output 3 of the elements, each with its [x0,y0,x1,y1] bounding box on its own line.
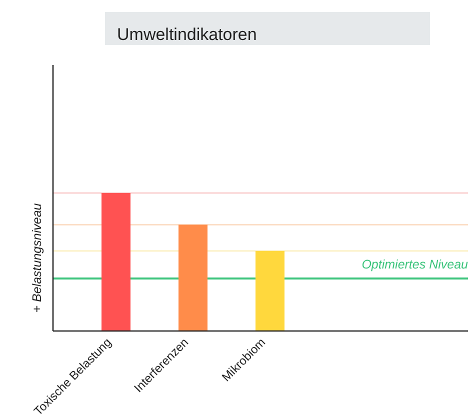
y-axis-title: + Belastungsniveau [30,203,44,313]
chart-title: Umweltindikatoren [117,25,257,44]
ref-line-label: Optimiertes Niveau [362,258,468,272]
